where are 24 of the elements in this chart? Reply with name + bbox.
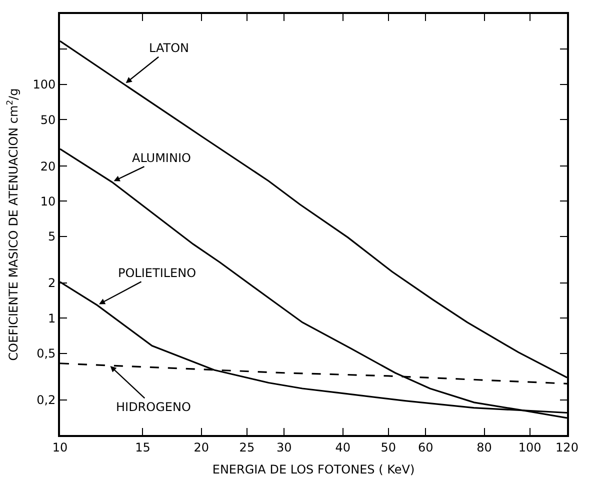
annotation: HIDROGENO <box>116 400 191 414</box>
y-tick-label: 0,2 <box>36 393 56 408</box>
y-tick-label: 100 <box>32 78 56 92</box>
x-tick-label: 50 <box>380 440 396 454</box>
x-tick-label: 100 <box>518 440 542 454</box>
x-tick-label: 20 <box>194 440 210 454</box>
x-tick-label: 40 <box>335 440 350 454</box>
y-tick-label: 20 <box>40 159 56 174</box>
y-tick-label: 1 <box>48 311 56 326</box>
annotation: POLIETILENO <box>118 266 196 280</box>
y-tick-label: 50 <box>40 112 56 127</box>
y-tick-label: 0,5 <box>36 346 56 361</box>
annotation: LATON <box>149 41 189 55</box>
y-tick-label: 10 <box>40 194 56 208</box>
x-tick-label: 15 <box>135 440 150 454</box>
x-tick-label: 25 <box>239 440 255 454</box>
x-axis-title: ENERGIA DE LOS FOTONES ( KeV) <box>212 462 415 477</box>
x-tick-label: 120 <box>556 440 578 454</box>
annotation: ALUMINIO <box>132 151 191 165</box>
x-tick-label: 60 <box>418 440 434 454</box>
y-tick-label: 2 <box>48 276 56 290</box>
y-tick-label: 5 <box>48 230 56 244</box>
x-tick-label: 80 <box>476 440 492 454</box>
x-tick-label: 30 <box>276 440 292 454</box>
